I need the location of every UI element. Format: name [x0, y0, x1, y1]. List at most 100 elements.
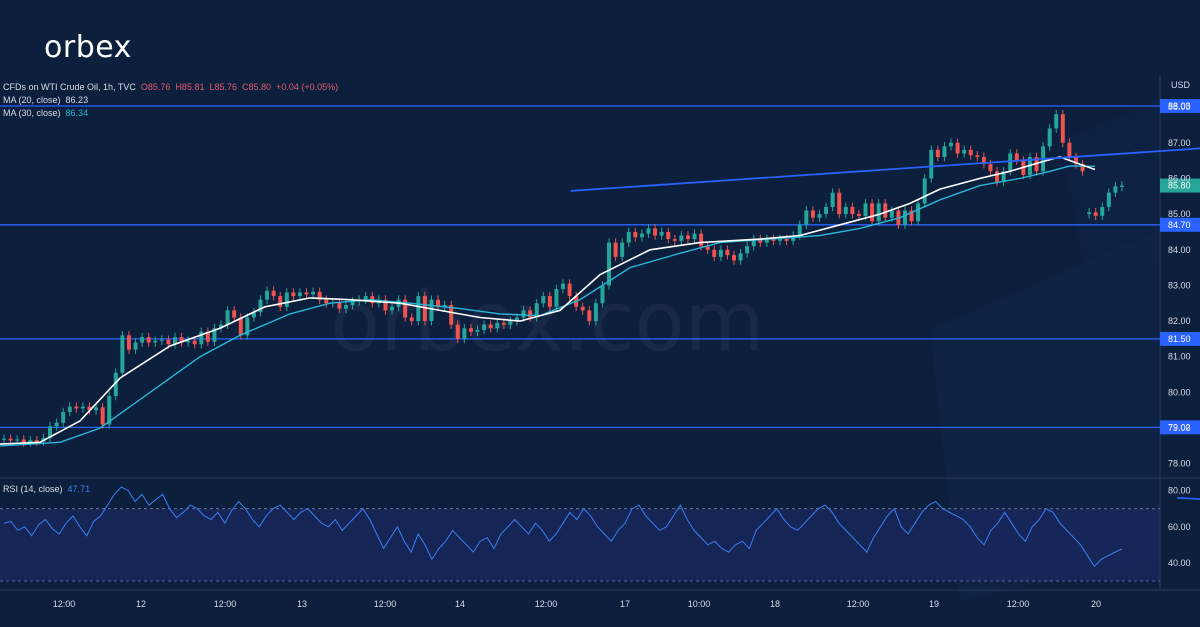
rsi-tick-label: 40.00	[1168, 558, 1191, 568]
price-tick-label: 86.00	[1168, 173, 1191, 183]
candle-down	[771, 239, 776, 241]
candle-up	[245, 317, 250, 336]
candle-up	[390, 306, 395, 311]
level-price-label: 79.02	[1168, 422, 1191, 432]
candle-up	[620, 242, 625, 257]
candle-down	[192, 340, 197, 345]
bg-shape	[930, 230, 1160, 600]
time-tick-label: 12:00	[53, 599, 76, 609]
candle-down	[909, 210, 914, 222]
candle-down	[968, 149, 973, 156]
candle-up	[600, 285, 605, 304]
candle-down	[8, 438, 13, 441]
candle-down	[712, 249, 717, 257]
rsi-legend-label: RSI (14, close)	[3, 484, 63, 494]
candle-up	[482, 324, 487, 330]
price-tick-label: 82.00	[1168, 316, 1191, 326]
level-price-tag	[1160, 331, 1200, 346]
candle-up	[80, 406, 85, 409]
candle-up	[153, 340, 158, 343]
candle-up	[1008, 153, 1013, 172]
candle-down	[567, 283, 572, 297]
candle-up	[251, 312, 256, 318]
candle-up	[751, 239, 756, 247]
candle-down	[409, 317, 414, 322]
watermark: orbex.com	[330, 275, 765, 370]
candle-down	[304, 292, 309, 295]
candle-up	[922, 178, 927, 204]
price-tick-label: 83.00	[1168, 280, 1191, 290]
candle-up	[140, 337, 145, 343]
candle-up	[107, 395, 112, 425]
candle-up	[639, 233, 644, 238]
level-price-tag	[1160, 99, 1200, 114]
time-tick-label: 13	[297, 599, 307, 609]
candle-down	[672, 239, 677, 241]
candle-up	[416, 296, 421, 322]
candle-up	[159, 339, 164, 341]
candle-up	[916, 203, 921, 222]
candle-down	[1093, 212, 1098, 216]
legend-ma30-value: 86.34	[65, 108, 89, 118]
time-tick-label: 18	[770, 599, 780, 609]
candle-up	[199, 331, 204, 345]
candle-up	[297, 292, 302, 297]
candle-down	[725, 249, 730, 256]
price-tick-label: 85.00	[1168, 209, 1191, 219]
trend-line	[570, 147, 1200, 192]
candle-up	[48, 426, 53, 439]
candle-up	[876, 203, 881, 222]
candle-up	[830, 192, 835, 207]
candle-up	[607, 242, 612, 286]
candle-up	[626, 231, 631, 243]
chart-legend: CFDs on WTI Crude Oil, 1h, TVC O85.76 H8…	[3, 81, 338, 120]
candle-up	[61, 412, 66, 423]
candle-down	[291, 292, 296, 297]
candle-down	[883, 203, 888, 218]
candle-down	[1067, 142, 1072, 158]
ma20-line	[0, 156, 1096, 445]
time-tick-label: 10:00	[688, 599, 711, 609]
candle-up	[929, 149, 934, 179]
candle-up	[863, 203, 868, 216]
price-tick-label: 78.00	[1168, 459, 1191, 469]
candle-up	[186, 340, 191, 343]
candle-down	[126, 335, 131, 350]
candle-up	[1120, 185, 1124, 187]
candle-down	[633, 231, 638, 238]
candle-up	[824, 206, 829, 215]
candle-up	[745, 246, 750, 254]
candle-down	[705, 246, 710, 250]
time-tick-label: 19	[929, 599, 939, 609]
candle-up	[225, 310, 230, 325]
candle-down	[810, 210, 815, 218]
candle-up	[1100, 206, 1105, 216]
candle-up	[797, 224, 802, 236]
legend-symbol: CFDs on WTI Crude Oil, 1h, TVC	[3, 82, 136, 92]
candle-down	[179, 337, 184, 343]
orbex-logo: orbex	[44, 30, 132, 65]
candle-up	[791, 235, 796, 241]
candle-up	[343, 305, 348, 309]
candle-up	[363, 296, 368, 300]
candle-up	[778, 239, 783, 241]
candle-down	[271, 290, 276, 297]
ma30-line	[0, 165, 1096, 447]
candle-down	[935, 149, 940, 158]
legend-ma20-value: 86.23	[65, 95, 89, 105]
candle-up	[1047, 128, 1052, 147]
candle-down	[587, 310, 592, 322]
candle-down	[580, 306, 585, 311]
candle-up	[804, 210, 809, 225]
candle-up	[646, 228, 651, 234]
legend-open: O85.76	[140, 82, 171, 92]
candle-down	[34, 440, 39, 442]
candle-down	[100, 407, 105, 425]
legend-low: L85.76	[209, 82, 238, 92]
candle-up	[561, 283, 565, 289]
candle-up	[738, 253, 743, 261]
candle-down	[653, 228, 658, 236]
level-price-label: 84.70	[1168, 220, 1191, 230]
candle-down	[975, 155, 980, 158]
